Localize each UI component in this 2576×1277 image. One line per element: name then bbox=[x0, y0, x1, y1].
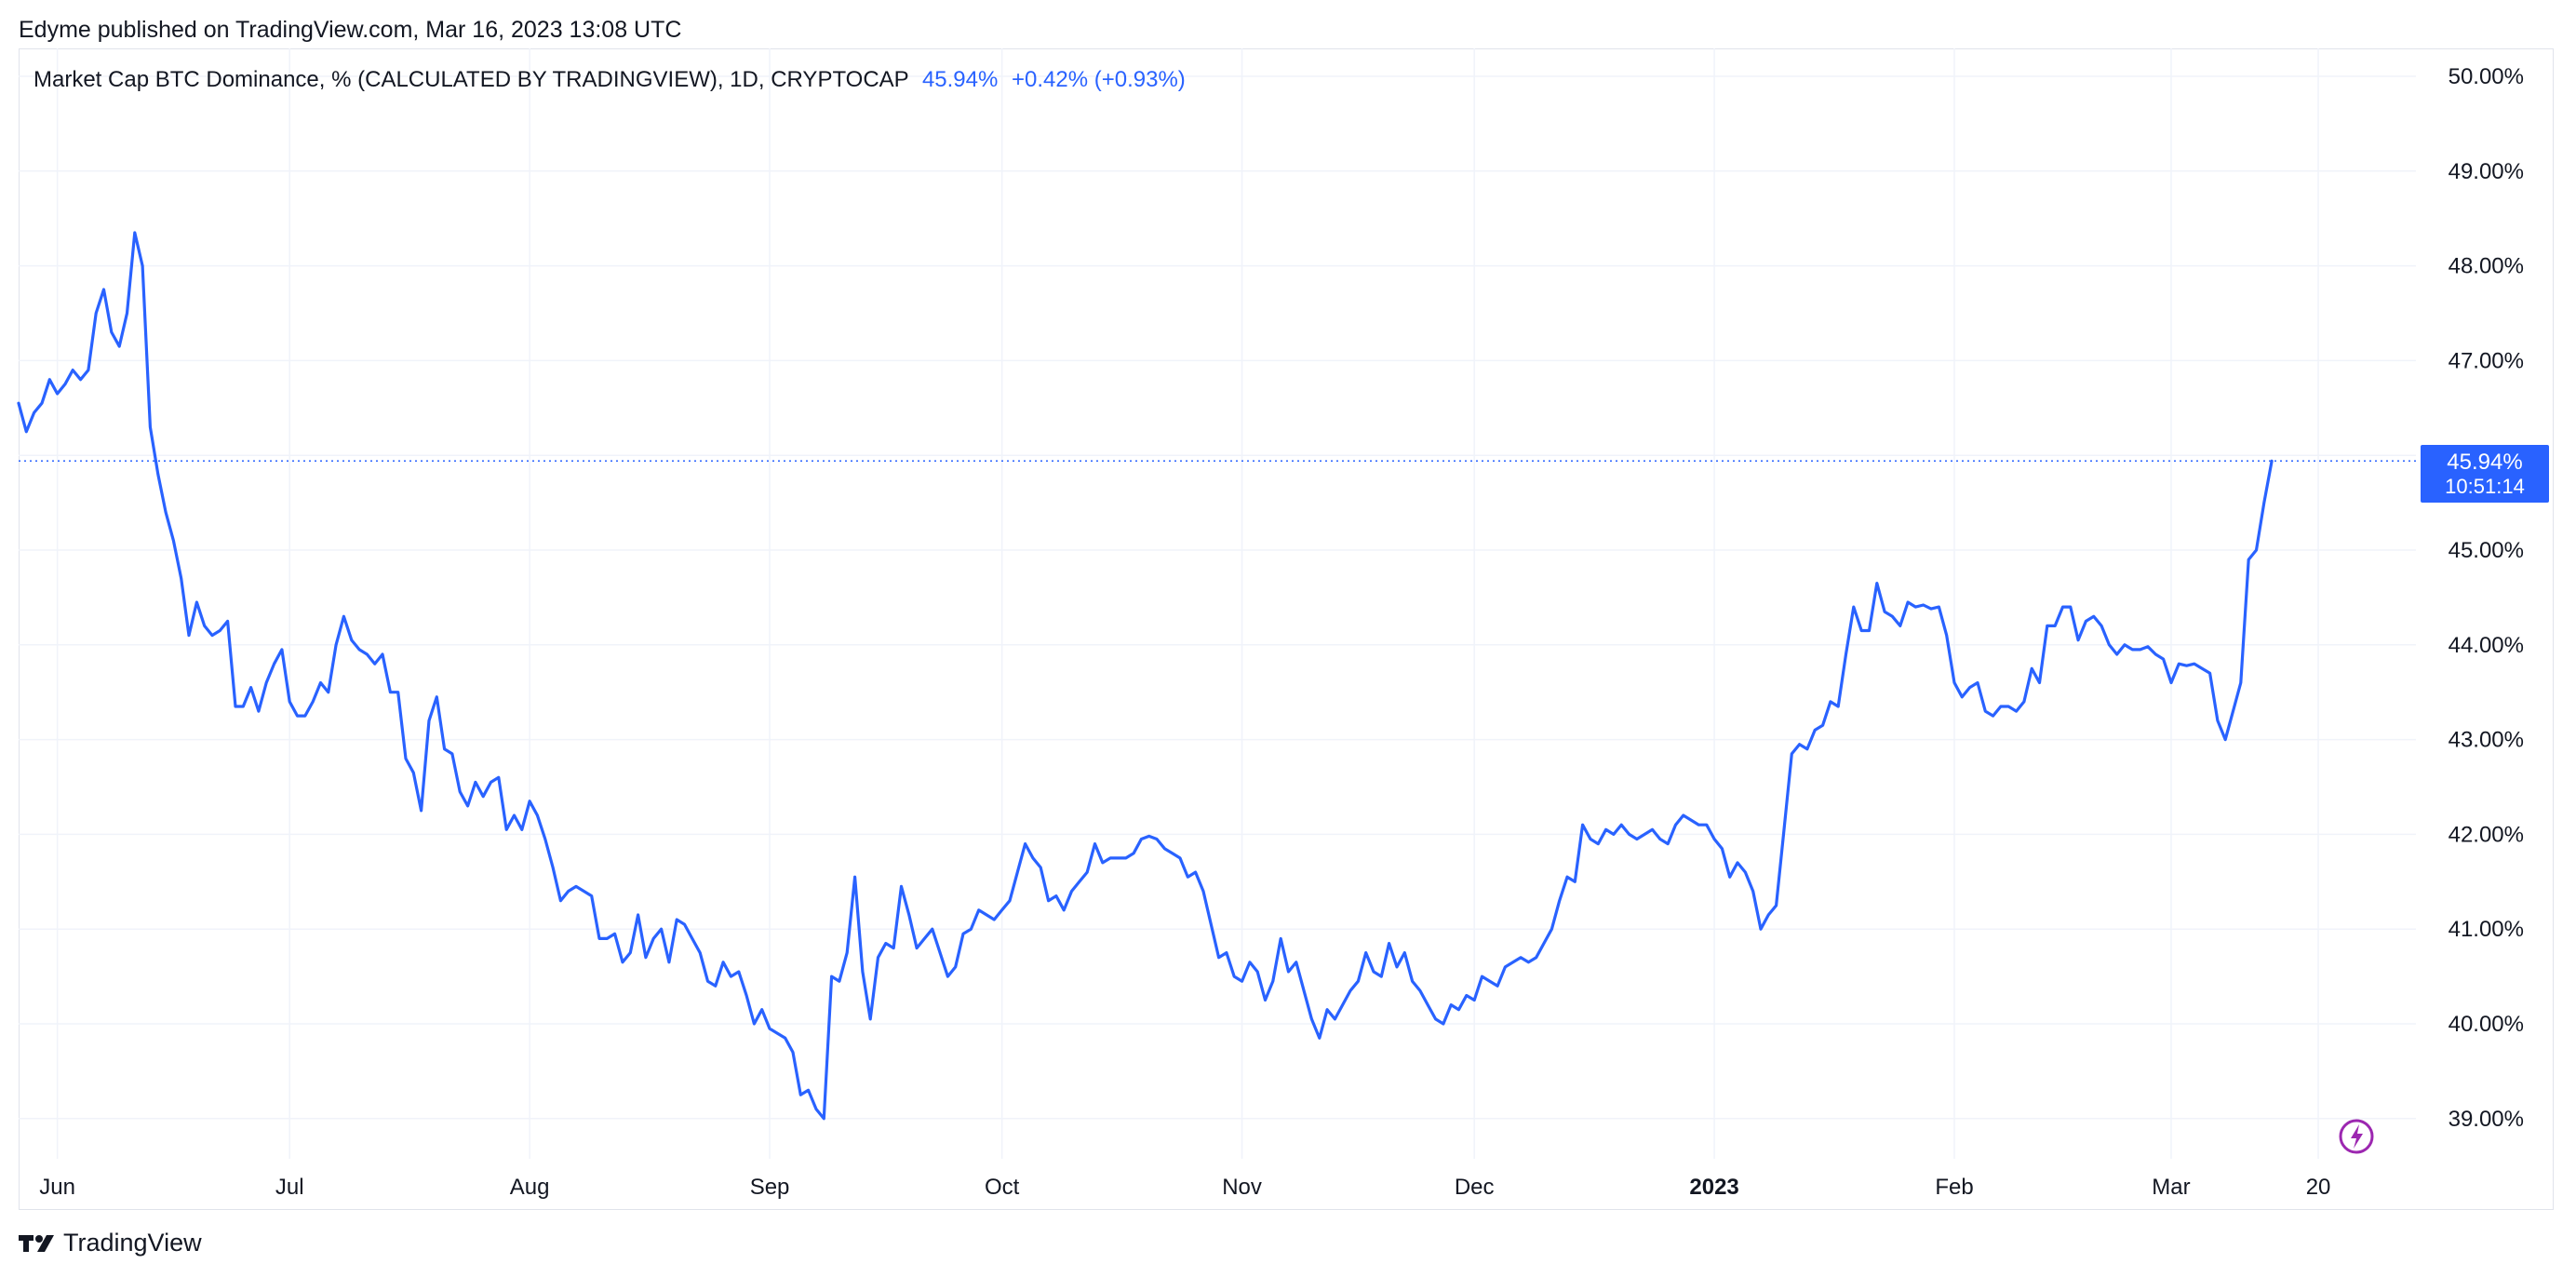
series-line-btc-dominance bbox=[17, 231, 2274, 1121]
x-tick-label: Aug bbox=[510, 1175, 550, 1200]
x-tick-label: Sep bbox=[750, 1175, 790, 1200]
y-tick-label: 47.00% bbox=[2449, 348, 2524, 373]
x-tick-label: 20 bbox=[2306, 1175, 2331, 1200]
y-axis: 50.00%49.00%48.00%47.00%46.00%45.00%44.0… bbox=[2449, 64, 2524, 1132]
price-tag: 45.94% 10:51:14 bbox=[2421, 445, 2549, 503]
x-tick-label: Oct bbox=[985, 1175, 1020, 1200]
x-tick-label: Jul bbox=[275, 1175, 304, 1200]
y-tick-label: 41.00% bbox=[2449, 917, 2524, 942]
y-tick-label: 45.00% bbox=[2449, 538, 2524, 563]
tradingview-logo-icon bbox=[19, 1234, 54, 1252]
y-tick-label: 40.00% bbox=[2449, 1012, 2524, 1037]
chart-frame bbox=[19, 48, 2554, 1210]
y-tick-label: 42.00% bbox=[2449, 822, 2524, 847]
y-tick-label: 50.00% bbox=[2449, 64, 2524, 89]
symbol-legend: Market Cap BTC Dominance, % (CALCULATED … bbox=[34, 67, 1186, 93]
price-tag-value: 45.94% bbox=[2447, 450, 2522, 475]
y-tick-label: 39.00% bbox=[2449, 1107, 2524, 1132]
flash-icon[interactable] bbox=[2339, 1119, 2374, 1154]
symbol-description: Market Cap BTC Dominance, % (CALCULATED … bbox=[34, 67, 909, 92]
published-by-text: Edyme published on TradingView.com, Mar … bbox=[19, 17, 682, 43]
y-tick-label: 48.00% bbox=[2449, 254, 2524, 279]
y-tick-label: 43.00% bbox=[2449, 728, 2524, 753]
x-tick-label: Nov bbox=[1222, 1175, 1262, 1200]
price-tag-countdown: 10:51:14 bbox=[2445, 475, 2525, 498]
x-tick-label: Mar bbox=[2152, 1175, 2190, 1200]
legend-change: +0.42% (+0.93%) bbox=[1012, 67, 1186, 92]
footer-brand[interactable]: TradingView bbox=[19, 1229, 202, 1257]
x-axis: Jun Jul Aug Sep Oct Nov Dec 2023 Feb Mar 20 bbox=[39, 1175, 2330, 1200]
y-tick-label: 49.00% bbox=[2449, 159, 2524, 184]
x-tick-label: Feb bbox=[1935, 1175, 1973, 1200]
x-tick-label: Dec bbox=[1455, 1175, 1495, 1200]
price-tag-background bbox=[2421, 445, 2549, 503]
x-tick-label: Jun bbox=[39, 1175, 75, 1200]
grid-lines bbox=[19, 48, 2416, 1159]
tradingview-wordmark: TradingView bbox=[63, 1229, 202, 1257]
legend-last-value: 45.94% bbox=[921, 67, 999, 92]
y-tick-label: 44.00% bbox=[2449, 633, 2524, 658]
x-tick-label: 2023 bbox=[1689, 1175, 1738, 1200]
